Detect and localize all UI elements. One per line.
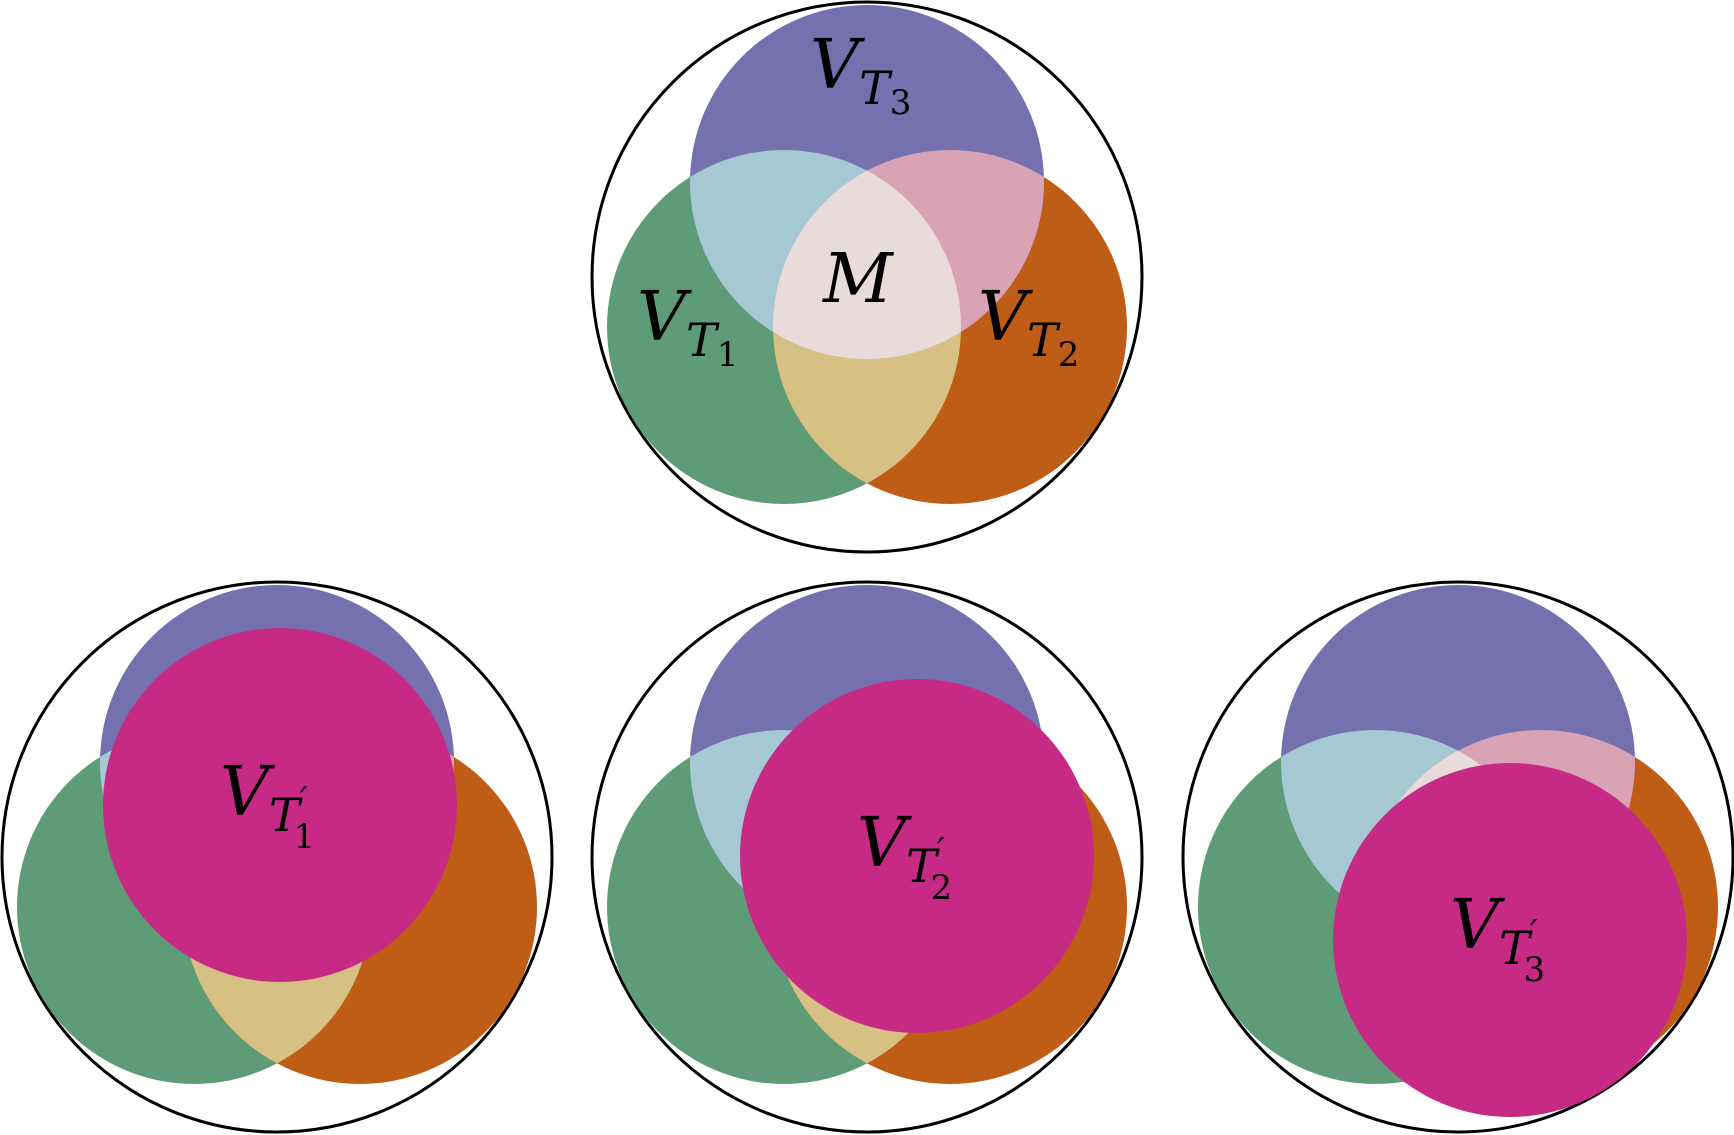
circle-vt3prime <box>1333 763 1687 1117</box>
circle-vt1prime <box>103 628 457 982</box>
outer-circle-top <box>590 0 1144 554</box>
label-vt1prime: VT′ 1 <box>220 753 315 857</box>
venn-bottom-middle: VT′ 2 <box>590 580 1144 1134</box>
circle-vt2prime <box>740 679 1094 1033</box>
venn-top: VT3 M VT1 VT2 <box>590 0 1144 554</box>
outer-circle-bottom-right <box>1181 580 1734 1134</box>
outer-circle-bottom-left <box>0 580 554 1134</box>
label-vt2: VT2 <box>978 278 1079 375</box>
venn-bottom-left: VT′ 1 <box>0 580 554 1134</box>
label-m: M <box>821 240 895 319</box>
label-vt2prime: VT′ 2 <box>857 804 952 908</box>
label-vt1: VT1 <box>637 278 738 375</box>
venn-bottom-right: VT′ 3 <box>1181 580 1734 1134</box>
label-vt3: VT3 <box>810 26 911 123</box>
label-vt3prime: VT′ 3 <box>1450 886 1545 990</box>
outer-circle-bottom-middle <box>590 580 1144 1134</box>
